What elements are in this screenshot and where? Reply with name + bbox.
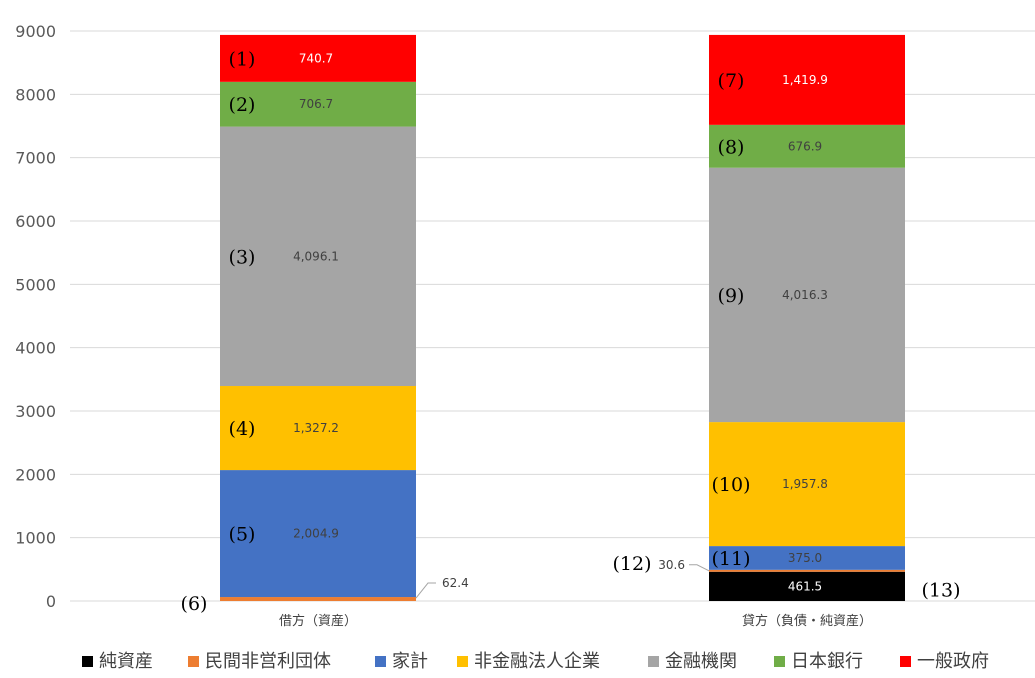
segment-marker: (1) <box>229 48 256 70</box>
leader-line <box>415 582 436 599</box>
y-tick-label: 7000 <box>15 149 56 168</box>
data-label: 706.7 <box>299 97 333 111</box>
legend-swatch <box>188 656 199 667</box>
legend-swatch <box>648 656 659 667</box>
legend-swatch <box>375 656 386 667</box>
data-labels: 62.4 (6) 2,004.9 (5) 1,327.2 (4) 4,096.1 (3) 706… <box>181 48 961 615</box>
data-label: 461.5 <box>788 579 822 593</box>
data-label: 4,096.1 <box>293 249 339 263</box>
y-tick-label: 3000 <box>15 402 56 421</box>
y-tick-label: 0 <box>46 592 56 611</box>
segment-marker: (8) <box>718 136 745 158</box>
y-tick-label: 1000 <box>15 529 56 548</box>
segment-marker: (4) <box>229 418 256 440</box>
y-axis-tick-labels: 0 1000 2000 3000 4000 5000 6000 7000 8000 9000 <box>15 22 56 611</box>
bar-segment <box>220 126 416 387</box>
segment-marker: (12) <box>612 553 651 575</box>
data-label: 4,016.3 <box>782 288 828 302</box>
bar-segments <box>220 34 905 601</box>
segment-marker: (10) <box>711 474 750 496</box>
data-label: 1,327.2 <box>293 421 339 435</box>
data-label: 740.7 <box>299 51 333 65</box>
legend-swatch <box>900 656 911 667</box>
bar-segment <box>709 571 905 601</box>
data-label: 62.4 <box>442 576 469 590</box>
legend-label: 金融機関 <box>665 651 737 672</box>
data-label: 2,004.9 <box>293 527 339 541</box>
legend-label: 家計 <box>392 651 428 672</box>
segment-marker: (6) <box>181 593 208 615</box>
y-tick-label: 9000 <box>15 22 56 41</box>
data-label: 676.9 <box>788 139 822 153</box>
legend-swatch <box>774 656 785 667</box>
bar-segment <box>709 167 905 423</box>
legend-label: 民間非営利団体 <box>205 651 331 672</box>
legend-swatch <box>457 656 468 667</box>
segment-marker: (7) <box>718 70 745 92</box>
segment-marker: (5) <box>229 524 256 546</box>
segment-marker: (3) <box>229 246 256 268</box>
data-label: 30.6 <box>658 558 685 572</box>
y-tick-label: 5000 <box>15 275 56 294</box>
segment-marker: (11) <box>711 548 750 570</box>
x-category-label: 借方（資産） <box>279 613 357 629</box>
bar-segment <box>220 386 416 471</box>
data-label: 375.0 <box>788 551 822 565</box>
bar-segment <box>709 569 905 572</box>
data-label: 1,419.9 <box>782 73 828 87</box>
y-tick-label: 2000 <box>15 465 56 484</box>
legend-swatch <box>82 656 93 667</box>
segment-marker: (13) <box>921 579 960 601</box>
bar-segment <box>220 34 416 82</box>
leader-line <box>689 564 710 572</box>
bar-segment <box>709 124 905 168</box>
segment-marker: (2) <box>229 94 256 116</box>
legend-label: 非金融法人企業 <box>474 651 600 672</box>
bar-segment <box>709 546 905 570</box>
legend-label: 日本銀行 <box>791 651 863 672</box>
bar-segment <box>709 422 905 547</box>
bar-segment <box>220 597 416 601</box>
bar-segment <box>709 34 905 125</box>
y-tick-label: 8000 <box>15 85 56 104</box>
x-axis-category-labels: 借方（資産） 貸方（負債・純資産） <box>279 613 872 629</box>
y-tick-label: 4000 <box>15 339 56 358</box>
x-category-label: 貸方（負債・純資産） <box>742 613 872 629</box>
legend-label: 純資産 <box>99 651 153 672</box>
bar-segment <box>220 470 416 598</box>
bar-segment <box>220 81 416 127</box>
legend: 純資産 民間非営利団体 家計 非金融法人企業 金融機関 日本銀行 一般政府 <box>82 651 989 672</box>
segment-marker: (9) <box>718 285 745 307</box>
legend-label: 一般政府 <box>917 651 989 672</box>
data-label: 1,957.8 <box>782 477 828 491</box>
y-tick-label: 6000 <box>15 212 56 231</box>
